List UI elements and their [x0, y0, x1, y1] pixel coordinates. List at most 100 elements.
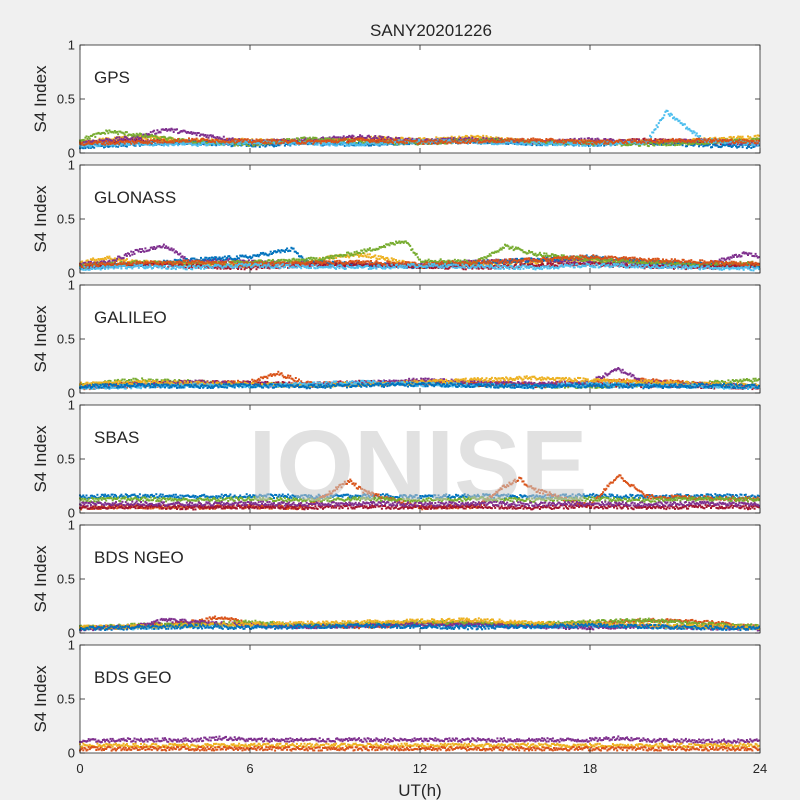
data-point — [84, 147, 86, 149]
data-point — [596, 143, 598, 145]
data-point — [601, 143, 603, 145]
data-point — [395, 259, 397, 261]
data-point — [304, 136, 306, 138]
data-point — [562, 139, 564, 141]
data-point — [236, 141, 238, 143]
data-point — [404, 142, 406, 144]
data-point — [385, 139, 387, 141]
data-point — [503, 141, 505, 143]
data-point — [755, 142, 757, 144]
data-point — [360, 137, 362, 139]
data-point — [679, 120, 681, 122]
data-point — [275, 143, 277, 145]
data-point — [155, 133, 157, 135]
data-point — [695, 134, 697, 136]
data-point — [686, 127, 688, 129]
data-point — [395, 139, 397, 141]
data-point — [499, 141, 501, 143]
data-point — [86, 141, 88, 143]
data-point — [617, 141, 619, 143]
data-point — [590, 140, 592, 142]
data-point — [126, 131, 128, 133]
data-point — [539, 138, 541, 140]
data-point — [366, 256, 368, 258]
data-point — [574, 139, 576, 141]
data-point — [721, 145, 723, 147]
data-point — [468, 140, 470, 142]
data-point — [743, 142, 745, 144]
data-point — [699, 135, 701, 137]
y-tick-label: 0.5 — [57, 92, 75, 107]
data-point — [578, 144, 580, 146]
data-point — [667, 110, 669, 112]
panel-label: GPS — [94, 68, 130, 87]
data-point — [536, 143, 538, 145]
data-point — [477, 138, 479, 140]
data-point — [379, 143, 381, 145]
data-point — [650, 136, 652, 138]
data-point — [152, 135, 154, 137]
data-point — [105, 258, 107, 260]
data-point — [309, 137, 311, 139]
data-point — [427, 140, 429, 142]
data-point — [93, 147, 95, 149]
data-point — [435, 139, 437, 141]
data-point — [164, 143, 166, 145]
data-point — [692, 132, 694, 134]
data-point — [405, 139, 407, 141]
data-point — [699, 143, 701, 145]
data-point — [659, 142, 661, 144]
data-point — [674, 144, 676, 146]
data-point — [632, 141, 634, 143]
data-point — [116, 137, 118, 139]
data-point — [165, 128, 167, 130]
data-point — [259, 146, 261, 148]
data-point — [297, 138, 299, 140]
data-point — [626, 142, 628, 144]
data-point — [663, 144, 665, 146]
data-point — [675, 139, 677, 141]
data-point — [757, 142, 759, 144]
data-point — [261, 139, 263, 141]
data-point — [371, 141, 373, 143]
data-point — [114, 145, 116, 147]
data-point — [406, 142, 408, 144]
data-point — [123, 138, 125, 140]
data-point — [391, 257, 393, 259]
data-point — [129, 141, 131, 143]
data-point — [116, 131, 118, 133]
data-point — [654, 142, 656, 144]
data-point — [328, 142, 330, 144]
data-point — [512, 139, 514, 141]
data-point — [564, 145, 566, 147]
data-point — [742, 136, 744, 138]
data-point — [381, 142, 383, 144]
data-point — [668, 144, 670, 146]
data-point — [135, 135, 137, 137]
data-point — [107, 132, 109, 134]
data-point — [690, 130, 692, 132]
data-point — [87, 138, 89, 140]
data-point — [177, 138, 179, 140]
data-point — [259, 139, 261, 141]
data-point — [584, 141, 586, 143]
data-point — [268, 141, 270, 143]
data-point — [162, 142, 164, 144]
data-point — [744, 139, 746, 141]
data-point — [697, 135, 699, 137]
data-point — [196, 134, 198, 136]
data-point — [445, 140, 447, 142]
data-point — [226, 138, 228, 140]
data-point — [256, 138, 258, 140]
data-point — [105, 140, 107, 142]
data-point — [269, 139, 271, 141]
data-point — [232, 143, 234, 145]
data-point — [554, 144, 556, 146]
data-point — [456, 139, 458, 141]
data-point — [347, 142, 349, 144]
data-point — [117, 141, 119, 143]
data-point — [184, 144, 186, 146]
data-point — [257, 144, 259, 146]
data-point — [508, 140, 510, 142]
data-point — [658, 122, 660, 124]
